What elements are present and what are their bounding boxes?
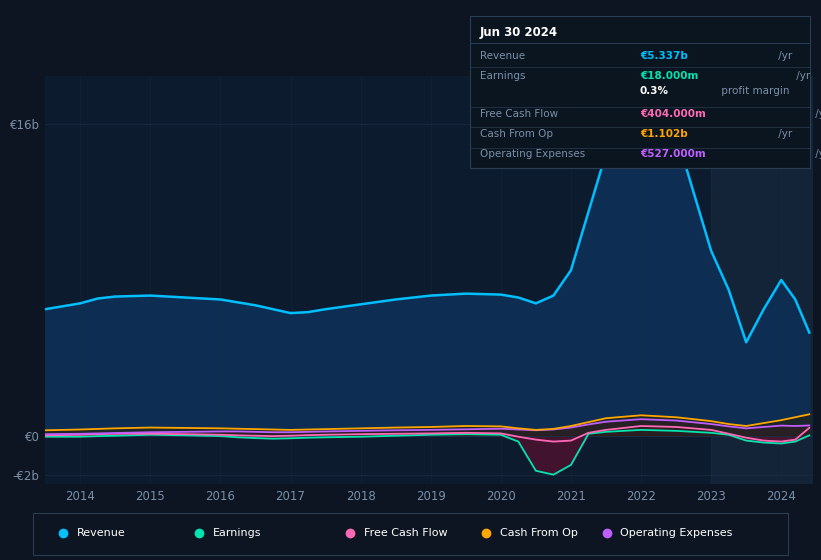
Text: €18.000m: €18.000m (640, 71, 699, 81)
Text: /yr: /yr (774, 129, 791, 139)
Text: €5.337b: €5.337b (640, 52, 688, 62)
Text: /yr: /yr (793, 71, 810, 81)
Text: /yr: /yr (812, 109, 821, 119)
Text: €1.102b: €1.102b (640, 129, 688, 139)
Text: Cash From Op: Cash From Op (479, 129, 553, 139)
Text: Earnings: Earnings (479, 71, 525, 81)
Text: Cash From Op: Cash From Op (500, 529, 577, 538)
Text: Revenue: Revenue (76, 529, 126, 538)
Text: Free Cash Flow: Free Cash Flow (479, 109, 558, 119)
Text: Revenue: Revenue (479, 52, 525, 62)
Text: €527.000m: €527.000m (640, 149, 706, 159)
Text: profit margin: profit margin (718, 86, 790, 96)
Text: Operating Expenses: Operating Expenses (621, 529, 733, 538)
Text: /yr: /yr (812, 149, 821, 159)
Text: /yr: /yr (774, 52, 791, 62)
FancyBboxPatch shape (33, 513, 788, 555)
Text: Free Cash Flow: Free Cash Flow (364, 529, 447, 538)
Bar (711, 76, 816, 484)
Text: 0.3%: 0.3% (640, 86, 669, 96)
Text: Earnings: Earnings (213, 529, 261, 538)
Text: €404.000m: €404.000m (640, 109, 706, 119)
Text: Jun 30 2024: Jun 30 2024 (479, 26, 558, 39)
Text: Operating Expenses: Operating Expenses (479, 149, 585, 159)
